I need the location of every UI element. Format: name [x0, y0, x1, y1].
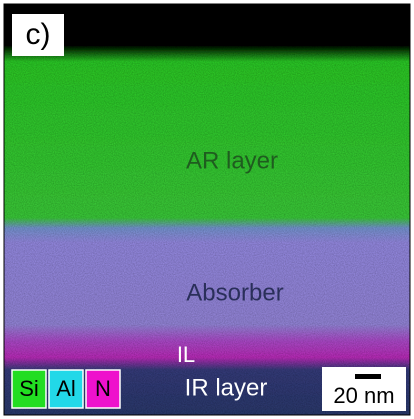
legend-label: N: [95, 376, 111, 401]
layer-label: IL: [177, 342, 195, 367]
legend-label: Si: [19, 376, 39, 401]
scale-bar: [355, 374, 381, 379]
legend-label: Al: [56, 376, 76, 401]
micrograph: [4, 4, 410, 415]
layer-label: IR layer: [185, 374, 268, 401]
page: c) AR layer Absorber IL IR layer Si Al N…: [0, 0, 414, 419]
layer-label: AR layer: [186, 147, 278, 174]
panel-label: c): [26, 18, 51, 51]
layer-label: Absorber: [186, 279, 283, 306]
edx-map: c) AR layer Absorber IL IR layer Si Al N…: [0, 0, 414, 419]
scale-bar-label: 20 nm: [333, 383, 394, 408]
